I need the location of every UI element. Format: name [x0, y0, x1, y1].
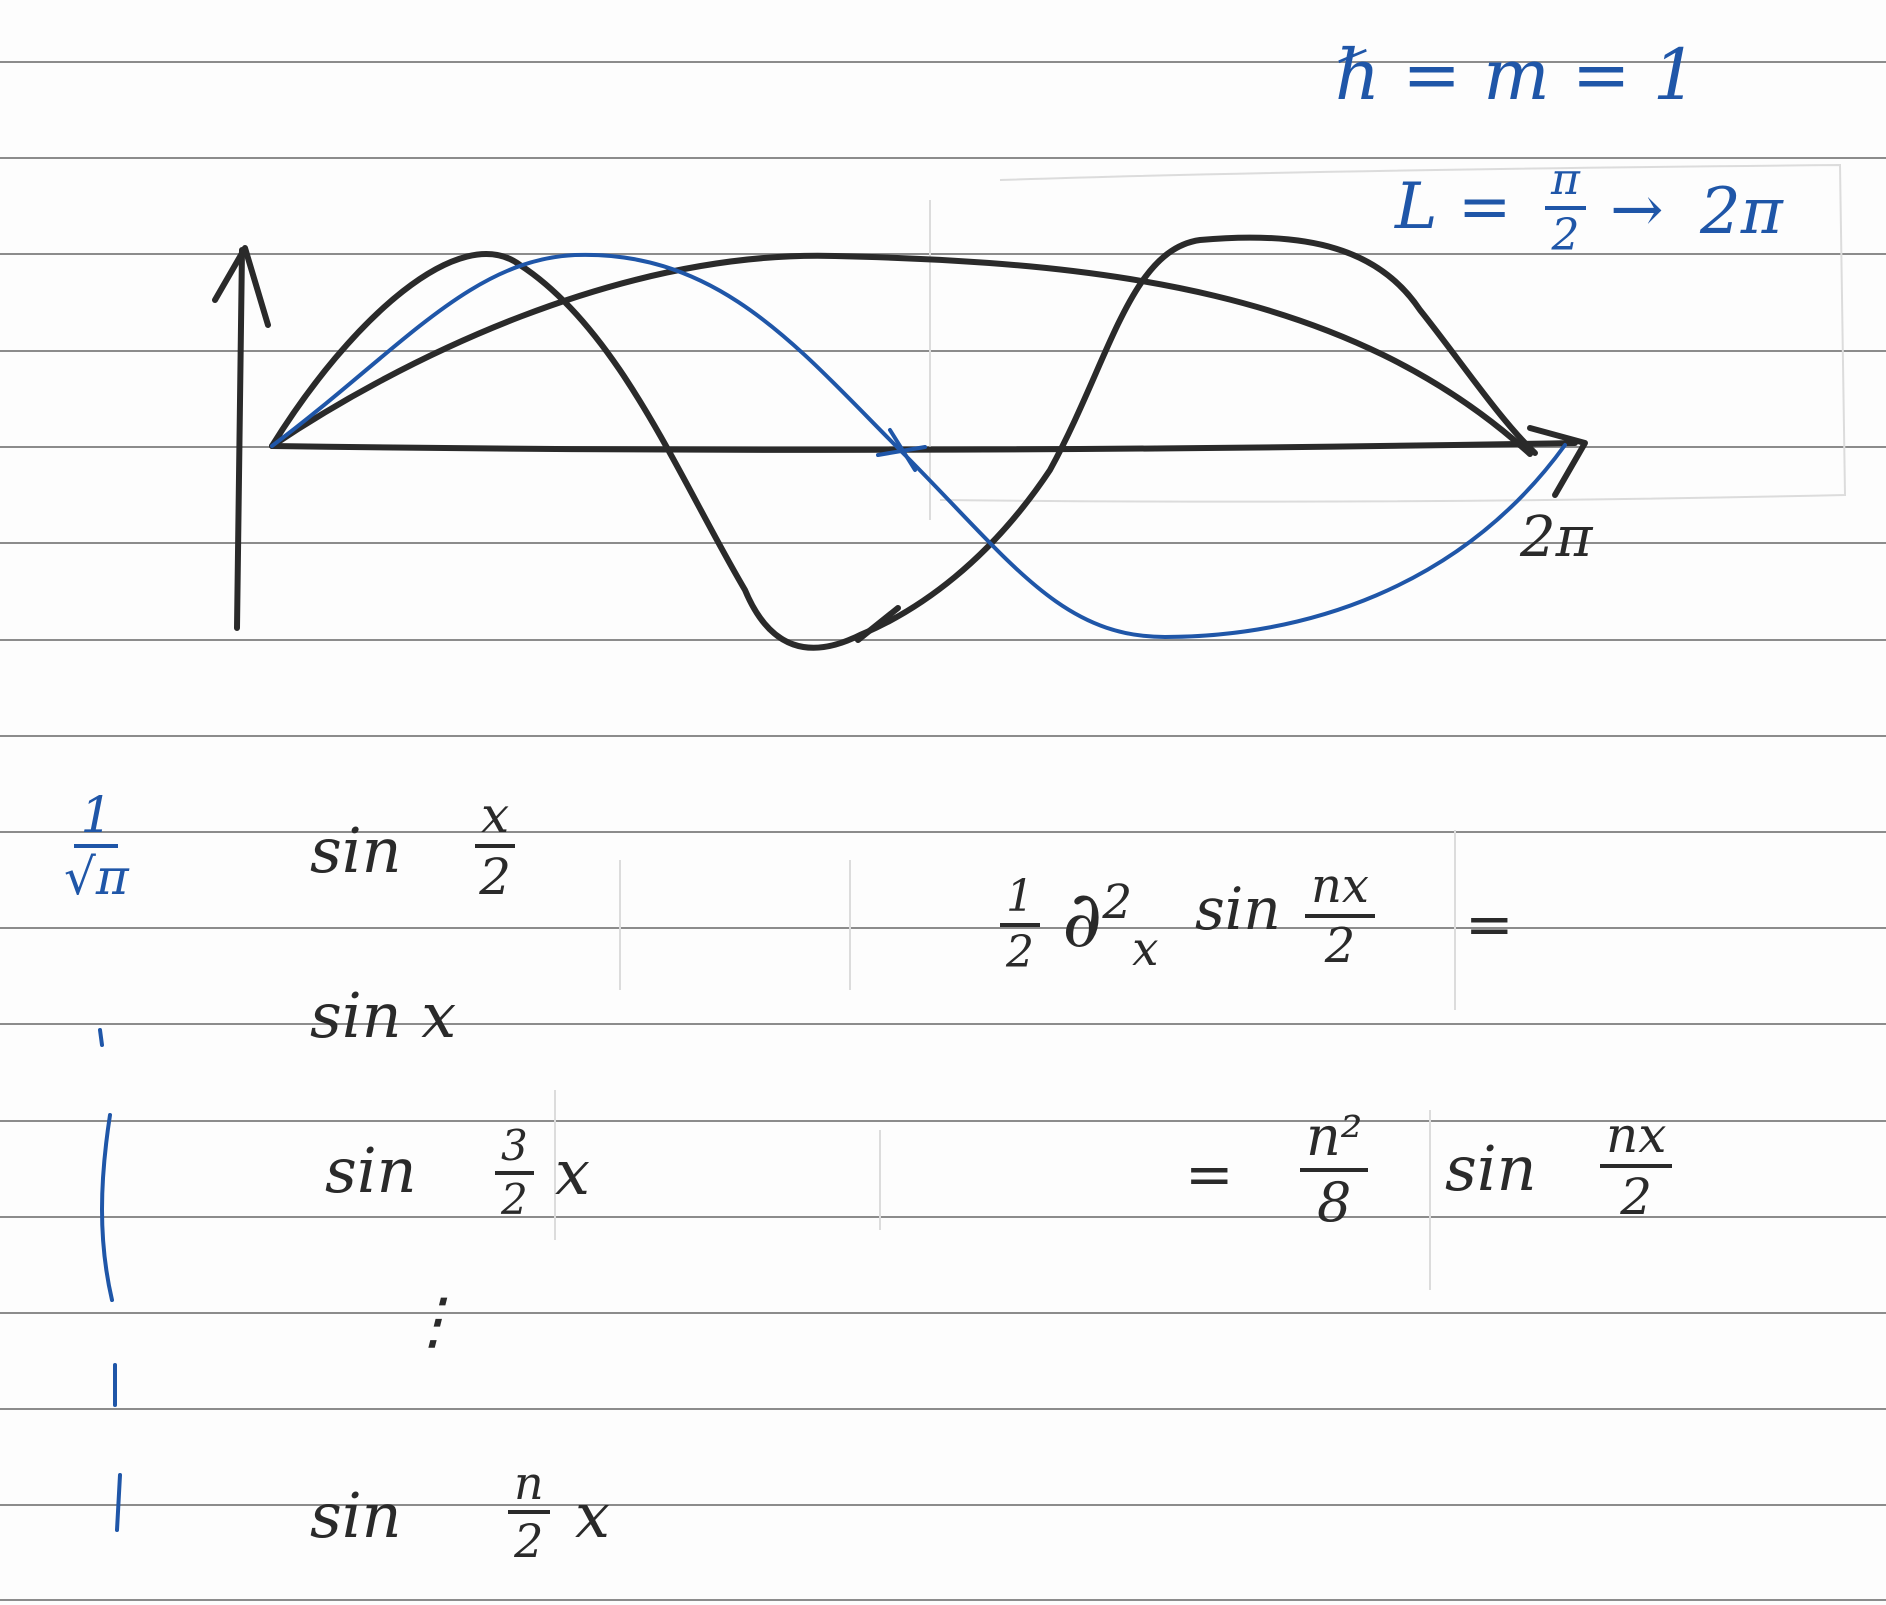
y-axis	[234, 247, 245, 631]
row2-sin-x: sin x	[310, 979, 457, 1052]
length-new-value: 2π	[1700, 175, 1783, 249]
node-tick-mark	[876, 428, 927, 472]
eq-arg-den: 2	[1324, 918, 1356, 974]
row3-den: 2	[501, 1175, 528, 1224]
eq-rhs-arg: nx 2	[1600, 1110, 1673, 1226]
row4-den: 2	[514, 1514, 544, 1568]
eq-coef-num: n²	[1300, 1110, 1369, 1172]
normalization-factor: 1 √π	[64, 790, 129, 902]
row4-x: x	[575, 1479, 610, 1552]
length-old-value: π 2	[1545, 158, 1586, 258]
eq-half-den: 2	[1006, 927, 1034, 978]
units-equation: ℏ = m = 1	[1335, 34, 1698, 116]
curve-sin-half-x	[269, 252, 1533, 457]
row3-num: 3	[495, 1125, 534, 1175]
normalization-den: √π	[64, 848, 129, 906]
length-old-num: π	[1545, 158, 1586, 210]
length-old-den: 2	[1551, 210, 1580, 261]
ellipsis: ⋮	[402, 1284, 464, 1357]
length-arrow: →	[1610, 173, 1664, 247]
eq-half-num: 1	[1000, 875, 1040, 927]
row1-arg: x 2	[475, 790, 516, 906]
length-label: L =	[1395, 170, 1512, 244]
x-axis-arrowhead	[1527, 425, 1588, 498]
eq-coef-den: 8	[1317, 1171, 1352, 1234]
eq-rhs-num: nx	[1600, 1110, 1673, 1168]
eq-rhs-den: 2	[1620, 1168, 1653, 1226]
normalization-num: 1	[74, 790, 119, 848]
row3-x: x	[555, 1136, 590, 1209]
eq-deriv-op: ∂	[1062, 875, 1103, 966]
eq-rhs-sin: sin	[1445, 1132, 1537, 1205]
row3-coef: 3 2	[495, 1125, 534, 1221]
x-axis-end-label: 2π	[1520, 505, 1593, 570]
row4-coef: n 2	[508, 1460, 550, 1564]
eq-arg: nx 2	[1305, 862, 1375, 970]
row4-num: n	[508, 1460, 550, 1514]
row1-sin: sin	[310, 814, 402, 887]
eq-sin: sin	[1195, 875, 1281, 943]
eq-deriv-power: 2	[1102, 876, 1133, 930]
y-axis-arrowhead	[212, 245, 271, 328]
eq-coefficient: n² 8	[1300, 1110, 1369, 1234]
eq-half: 1 2	[1000, 875, 1040, 975]
eq-equals-1: =	[1465, 890, 1514, 958]
eq-second-derivative: ∂2x	[1062, 880, 1159, 974]
row3-sin: sin	[325, 1134, 417, 1207]
eq-deriv-var: x	[1132, 922, 1159, 977]
eq-equals-2: =	[1185, 1140, 1234, 1208]
row1-den: 2	[479, 848, 511, 906]
eq-arg-num: nx	[1305, 862, 1375, 918]
row1-num: x	[475, 790, 516, 848]
row4-sin: sin	[310, 1479, 402, 1552]
